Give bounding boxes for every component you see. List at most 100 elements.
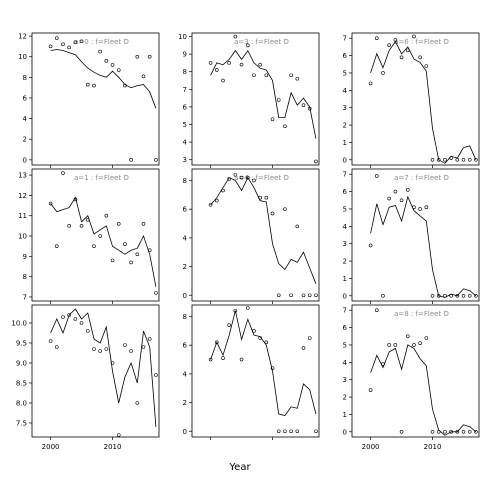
obs-point (116, 68, 121, 72)
obs-point (79, 321, 84, 325)
obs-point (123, 242, 127, 246)
y-tick-label: 8 (183, 68, 187, 76)
obs-point (214, 198, 219, 203)
x-tick-label: 2000 (362, 443, 380, 451)
obs-point (85, 329, 90, 333)
obs-point (214, 68, 219, 72)
panel-data (368, 174, 478, 298)
panel-frame (351, 168, 480, 302)
y-tick-label: 4 (183, 370, 188, 378)
obs-point (79, 224, 84, 228)
obs-point (270, 117, 275, 122)
obs-point (154, 158, 158, 162)
panel-8: a=7 : f=Fleet D 0 1 2 3 4 5 6 7 (343, 168, 480, 304)
obs-point (264, 340, 269, 345)
obs-point (301, 293, 306, 298)
panel-data (368, 308, 478, 436)
panel-data (48, 36, 158, 162)
y-tick-label: 8.0 (16, 400, 27, 408)
y-tick-label: 3 (183, 156, 187, 164)
obs-point (67, 45, 71, 50)
obs-point (98, 349, 102, 353)
obs-point (116, 433, 121, 437)
y-tick-label: 1 (343, 139, 347, 147)
obs-point (129, 260, 133, 265)
obs-point (399, 429, 404, 434)
obs-point (387, 343, 391, 347)
y-tick-label: 0 (183, 428, 187, 436)
y-tick-label: 7 (343, 307, 347, 315)
obs-point (264, 195, 269, 200)
obs-point (147, 54, 152, 59)
y-tick-label: 1 (343, 275, 347, 283)
fit-line (210, 49, 317, 139)
panel-title: a=4 : f=Fleet D (234, 174, 289, 182)
obs-point (61, 171, 65, 175)
obs-point (104, 213, 109, 218)
panel-title: a=7 : f=Fleet D (394, 174, 449, 182)
y-tick-label: 10 (178, 33, 187, 41)
y-tick-label: 2 (343, 394, 347, 402)
obs-point (67, 313, 71, 317)
y-tick-label: 3 (343, 104, 347, 112)
y-tick-label: 5 (343, 341, 347, 349)
y-tick-label: 4 (343, 223, 348, 231)
obs-point (239, 357, 244, 362)
obs-point (314, 429, 318, 434)
fit-line (370, 40, 477, 164)
panel-frame (351, 32, 480, 166)
panel-6: 0 2 4 6 8 (183, 304, 320, 440)
panel-data (208, 172, 318, 298)
y-tick-label: 0 (343, 292, 347, 300)
y-tick-label: 4 (343, 87, 348, 95)
y-tick-label: 6 (183, 206, 188, 214)
panel-title: a=0 : f=Fleet D (74, 38, 129, 46)
obs-point (289, 73, 293, 78)
obs-point (141, 345, 146, 349)
y-tick-label: 13 (18, 172, 27, 180)
obs-point (245, 43, 250, 48)
obs-point (430, 157, 435, 162)
obs-point (104, 59, 109, 63)
y-tick-label: 8.5 (16, 380, 27, 388)
obs-point (116, 222, 121, 226)
obs-point (474, 157, 478, 162)
panel-frame (191, 304, 320, 438)
fit-line (50, 196, 157, 287)
obs-point (245, 306, 250, 310)
obs-point (461, 293, 466, 298)
obs-point (418, 341, 422, 346)
obs-point (368, 81, 373, 86)
obs-point (221, 356, 225, 360)
obs-point (221, 78, 225, 83)
obs-point (381, 293, 385, 298)
y-tick-label: 0 (183, 292, 187, 300)
obs-point (129, 158, 133, 162)
obs-point (399, 198, 404, 203)
obs-point (73, 317, 78, 321)
obs-point (135, 401, 140, 405)
fit-line (370, 195, 477, 298)
fit-line (210, 176, 317, 284)
obs-point (307, 293, 312, 298)
obs-point (381, 71, 385, 75)
obs-point (412, 343, 416, 347)
fit-line (50, 308, 157, 428)
panel-title: a=3 : f=Fleet D (234, 38, 289, 46)
obs-point (245, 175, 250, 180)
obs-point (443, 157, 447, 162)
y-tick-label: 6 (183, 103, 188, 111)
obs-point (430, 429, 435, 434)
x-tick-label: 2000 (42, 443, 60, 451)
panel-9: a=8 : f=Fleet D 0 1 2 3 4 5 6 7 2000 2010 (343, 304, 480, 451)
obs-point (85, 82, 90, 87)
y-tick-label: 7 (343, 171, 347, 179)
obs-point (474, 293, 478, 298)
obs-point (368, 243, 373, 248)
obs-point (54, 345, 59, 349)
obs-point (276, 293, 281, 298)
obs-point (276, 98, 281, 102)
obs-point (283, 124, 287, 129)
